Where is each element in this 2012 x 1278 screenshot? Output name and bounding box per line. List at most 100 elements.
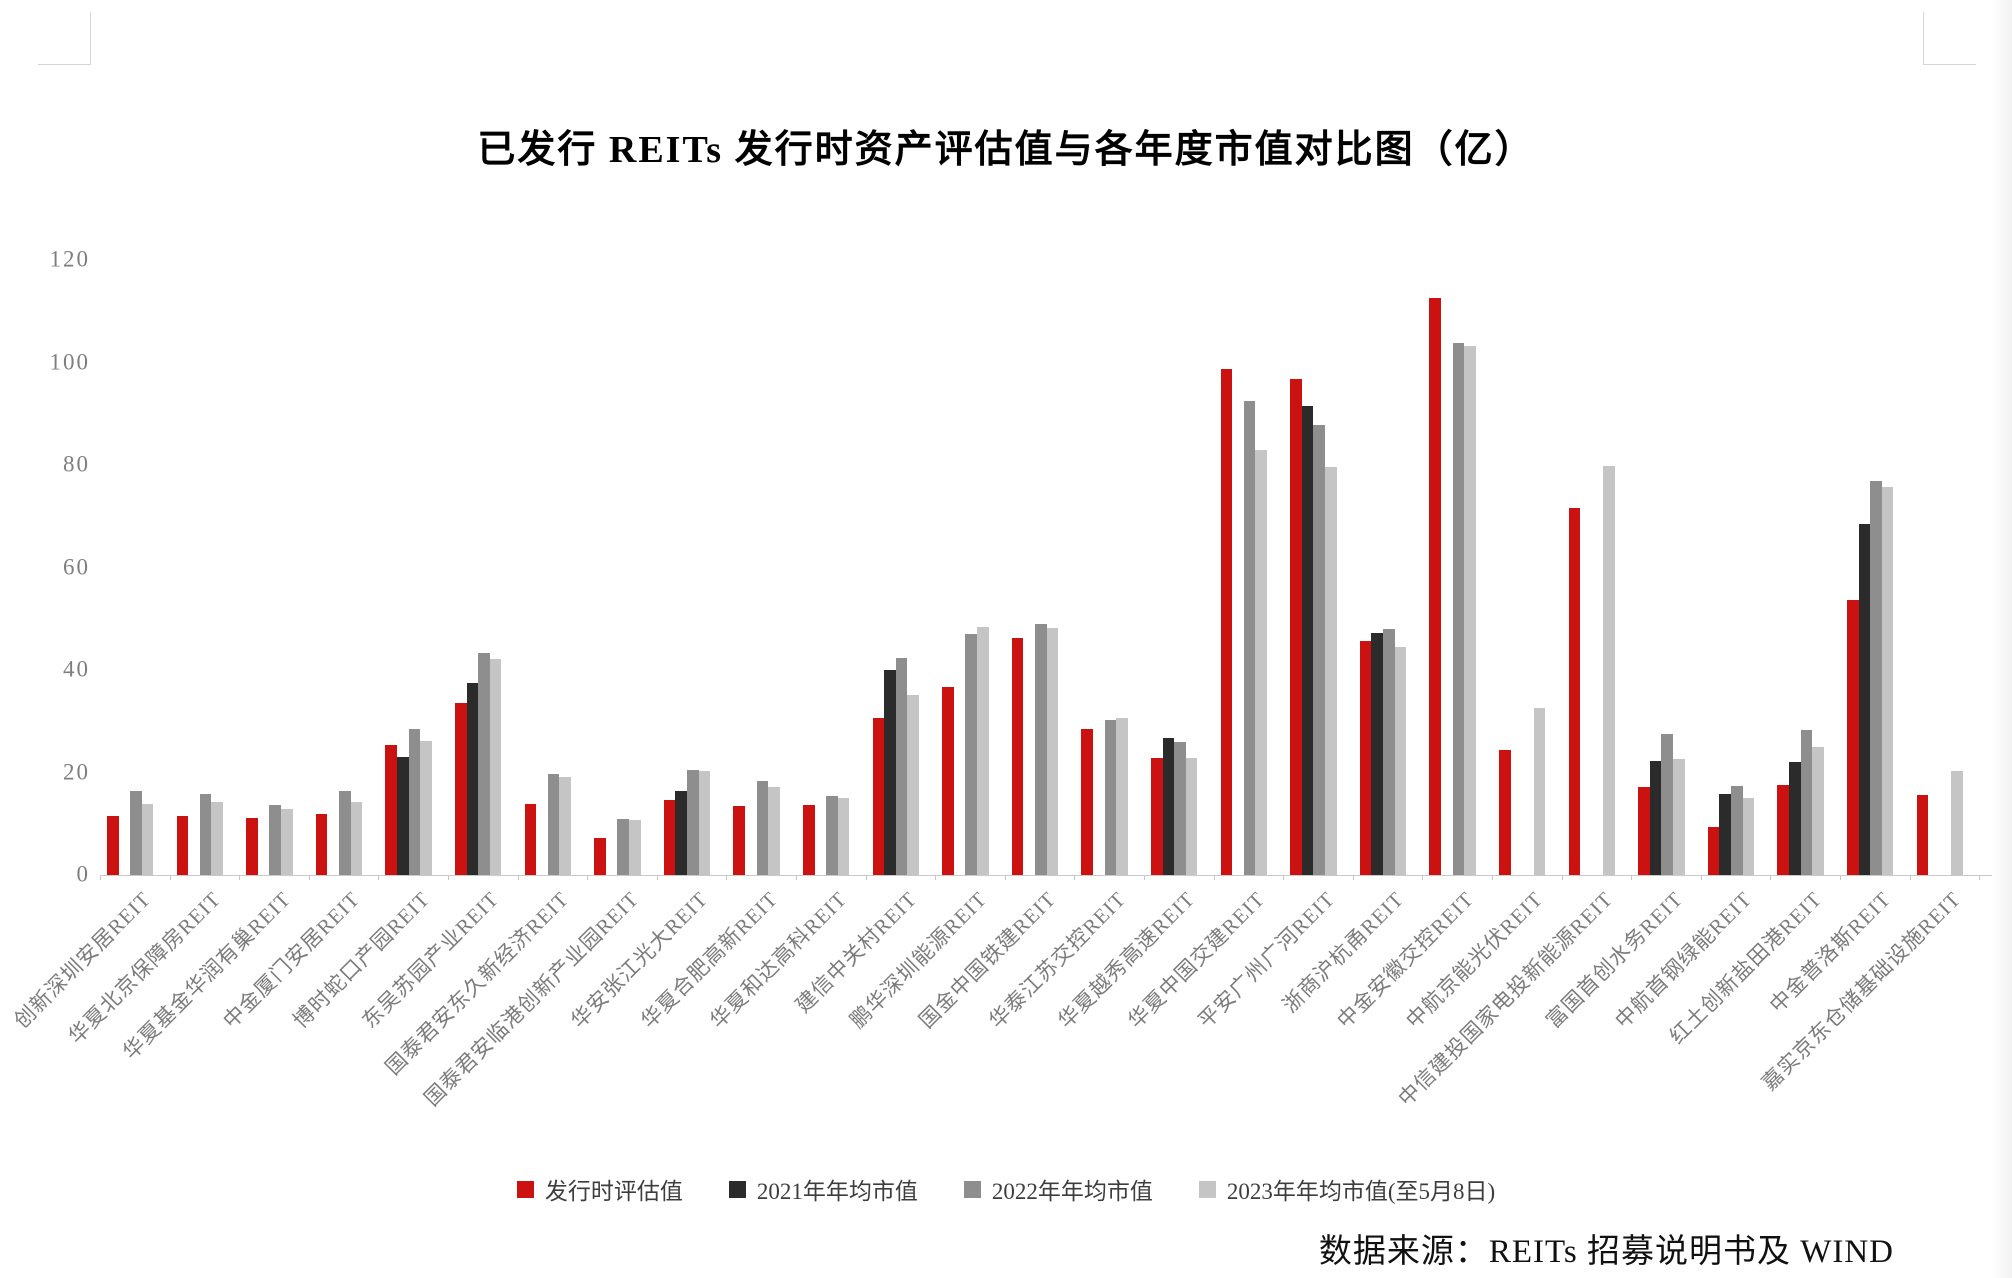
x-axis-tick-mark: [656, 876, 658, 880]
bar: [675, 791, 687, 875]
bar: [1951, 770, 1963, 875]
bar: [1243, 401, 1256, 875]
bar: [907, 694, 919, 875]
x-axis-tick-mark: [1144, 876, 1145, 880]
legend-item: 2021年年均市值: [728, 1172, 918, 1206]
bar: [455, 703, 467, 875]
bar: [281, 809, 293, 875]
bar: [1162, 737, 1175, 875]
bar: [977, 627, 989, 875]
y-axis-tick-label: 120: [49, 246, 90, 272]
x-axis-tick-mark: [1213, 876, 1215, 880]
bar: [350, 801, 363, 875]
x-axis-tick-mark: [1770, 876, 1772, 880]
legend-label: 发行时评估值: [544, 1179, 683, 1204]
x-axis-tick-mark: [1840, 876, 1841, 880]
x-axis-tick-mark: [100, 876, 101, 880]
bar: [547, 773, 560, 875]
bar: [1731, 785, 1743, 875]
x-axis-tick-mark: [517, 876, 519, 880]
bar: [1499, 749, 1511, 875]
bar: [1255, 450, 1267, 875]
bar: [489, 658, 502, 875]
y-axis-tick-label: 80: [63, 451, 90, 477]
bar: [397, 757, 409, 875]
bar: [884, 670, 896, 875]
x-axis-tick-mark: [239, 876, 241, 880]
bar: [1649, 761, 1662, 875]
bar: [1800, 730, 1813, 875]
bar: [1719, 793, 1731, 875]
bar: [1383, 629, 1395, 875]
bar: [895, 658, 908, 875]
chart-legend: 发行时评估值 2021年年均市值 2022年年均市值 2023年年均市值(至5月8日): [0, 1172, 2012, 1206]
x-axis-line: [100, 875, 1992, 876]
bar: [1916, 795, 1929, 875]
bar: [1812, 746, 1824, 875]
bar: [1035, 623, 1047, 875]
bar: [1707, 826, 1720, 875]
bar: [1603, 465, 1615, 875]
legend-label: 2021年年均市值: [756, 1179, 918, 1204]
bar: [107, 815, 119, 875]
bar: [768, 786, 780, 875]
bar: [1116, 717, 1128, 875]
bar: [1359, 641, 1372, 875]
legend-swatch: [963, 1180, 981, 1198]
bar: [478, 653, 490, 875]
x-axis-tick-mark: [1631, 876, 1633, 880]
x-axis-tick-mark: [1561, 876, 1563, 880]
y-axis-tick-label: 40: [63, 656, 90, 682]
page-corner-mark-top-right: [1923, 12, 1976, 65]
bar: [1151, 758, 1163, 875]
x-axis-tick-mark: [448, 876, 449, 880]
bar: [872, 717, 885, 875]
bar: [315, 813, 328, 875]
bar: [269, 805, 281, 875]
bar: [942, 686, 954, 875]
bar: [1104, 719, 1117, 875]
x-axis-tick-mark: [308, 876, 310, 880]
x-axis-tick-mark: [1283, 876, 1285, 880]
bar: [559, 776, 571, 875]
bar: [1858, 524, 1871, 875]
bar: [1313, 425, 1325, 875]
bar: [1081, 728, 1093, 875]
bar: [1220, 368, 1233, 875]
bar: [1533, 707, 1546, 875]
bar: [1742, 798, 1755, 875]
data-source-note: 数据来源：REITs 招募说明书及 WIND: [1318, 1234, 1894, 1270]
legend-swatch: [1198, 1180, 1216, 1198]
bar: [1870, 481, 1882, 875]
bar: [687, 769, 699, 875]
x-axis-tick-mark: [1422, 876, 1424, 880]
bar: [594, 838, 606, 875]
x-axis-tick-mark: [1909, 876, 1911, 880]
bar: [385, 745, 397, 875]
bar: [1661, 734, 1673, 875]
bar: [339, 791, 351, 875]
x-axis-tick-mark: [1700, 876, 1702, 880]
bar: [965, 634, 977, 875]
x-axis-tick-mark: [726, 876, 728, 880]
legend-swatch: [728, 1180, 746, 1198]
bar: [1301, 406, 1314, 875]
bar: [1174, 741, 1186, 875]
x-axis-tick-mark: [1004, 876, 1006, 880]
y-axis-tick-label: 60: [63, 553, 90, 579]
x-axis-tick-mark: [1979, 876, 1981, 880]
bar: [733, 806, 745, 875]
bar: [1881, 486, 1894, 875]
x-axis-tick-mark: [1492, 876, 1493, 880]
legend-swatch: [516, 1180, 534, 1198]
y-axis-tick-label: 0: [76, 861, 90, 887]
x-axis-tick-mark: [587, 876, 589, 880]
bar: [1290, 379, 1302, 875]
bar: [130, 791, 142, 875]
bar: [408, 728, 421, 875]
x-axis-tick-mark: [378, 876, 380, 880]
x-axis-tick-mark: [1074, 876, 1076, 880]
x-axis-tick-mark: [935, 876, 937, 880]
bar: [803, 805, 815, 875]
